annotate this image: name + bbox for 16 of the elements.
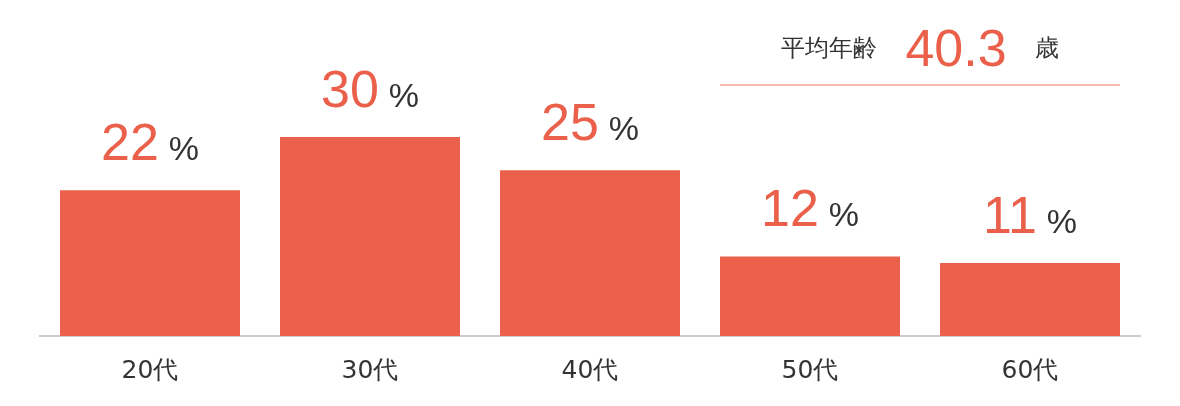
data-label: 22 % [100, 113, 200, 172]
x-tick-label: 60代 [1001, 354, 1059, 384]
data-label: 25 % [540, 93, 640, 152]
x-tick-label: 30代 [341, 354, 399, 384]
data-label: 30 % [320, 60, 420, 119]
bar [500, 170, 680, 336]
bar [60, 190, 240, 336]
bar [720, 256, 900, 336]
data-label: 12 % [760, 179, 860, 238]
bar [280, 137, 460, 336]
x-tick-label: 40代 [561, 354, 619, 384]
bar [940, 263, 1120, 336]
data-label: 11 % [982, 186, 1078, 245]
x-tick-label: 50代 [781, 354, 839, 384]
x-tick-label: 20代 [121, 354, 179, 384]
text: 平均年齢 40.3 歳 [781, 18, 1059, 78]
